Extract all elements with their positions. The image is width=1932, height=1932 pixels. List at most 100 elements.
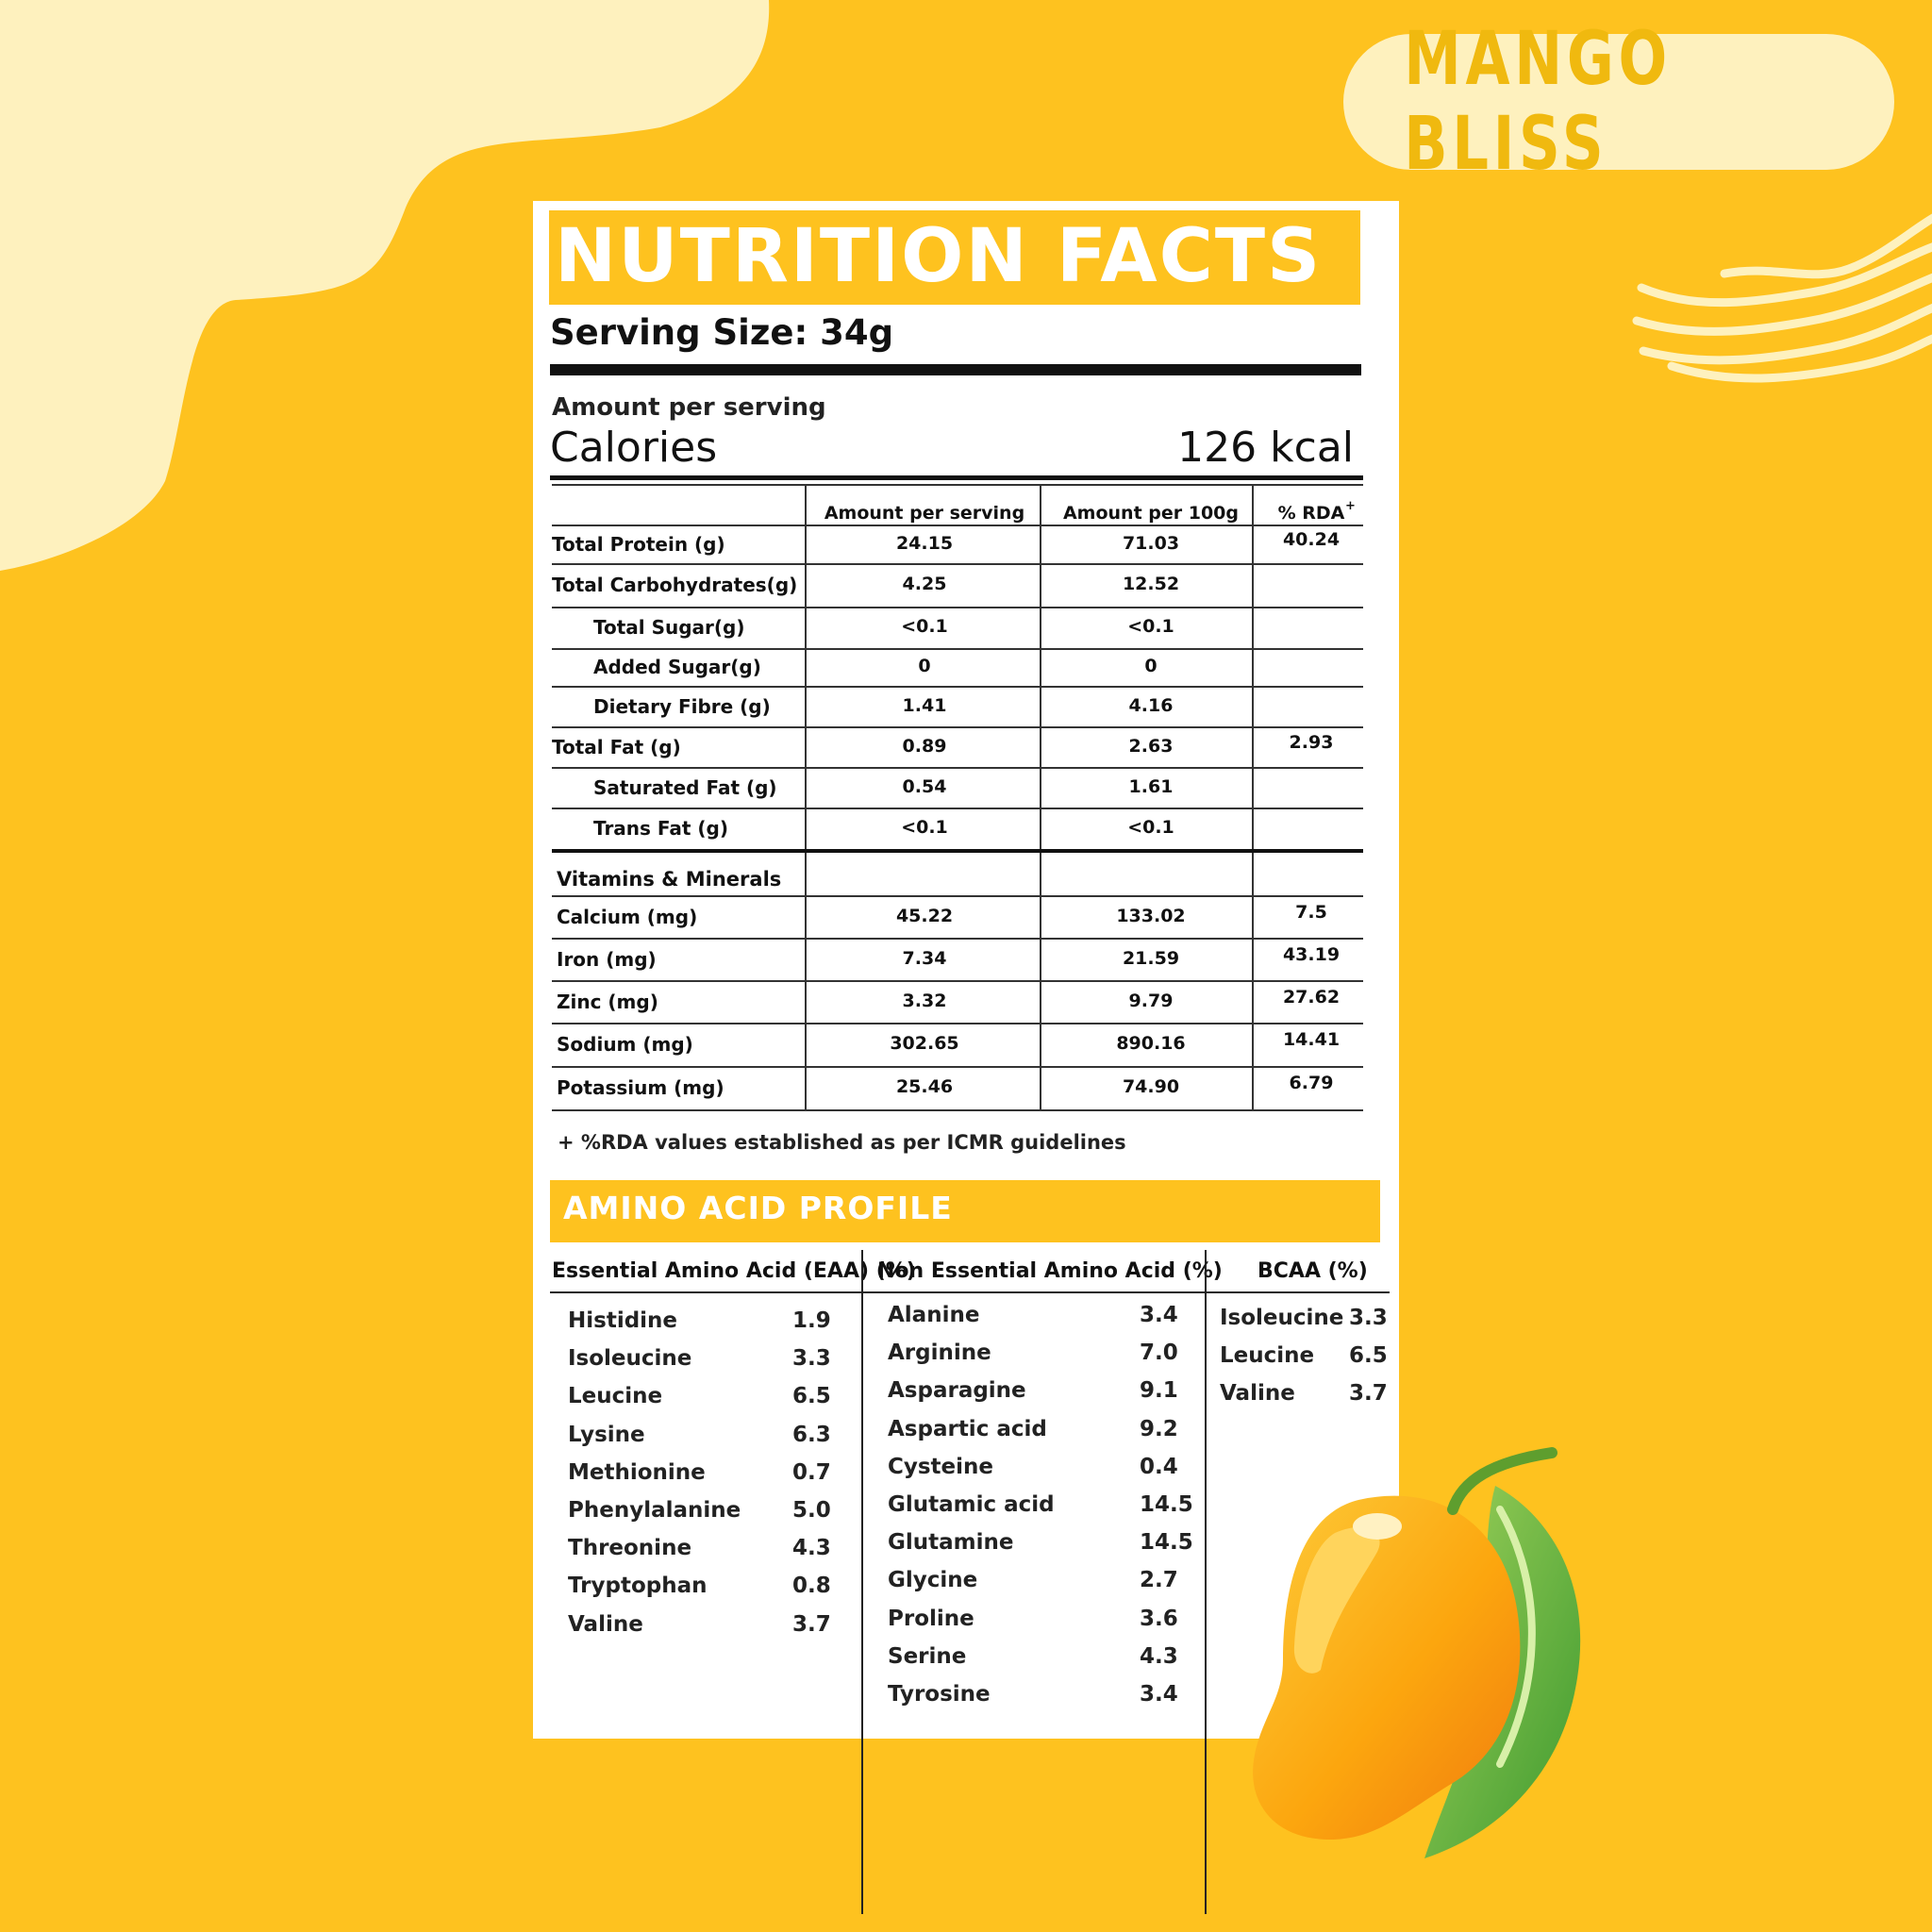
neaa-name: Tyrosine xyxy=(888,1682,991,1707)
row-divider xyxy=(552,648,1363,650)
neaa-value: 9.2 xyxy=(1140,1416,1178,1441)
calories-rule xyxy=(550,475,1363,480)
nutrient-per-100g: 12.52 xyxy=(1122,574,1180,594)
mineral-per-100g: 133.02 xyxy=(1116,905,1186,926)
brand-badge: MANGO BLISS xyxy=(1343,17,1894,187)
neaa-name: Asparagine xyxy=(888,1378,1026,1404)
column-divider xyxy=(1252,484,1254,849)
nutrient-rda: 2.93 xyxy=(1289,731,1334,753)
eaa-value: 1.9 xyxy=(792,1308,831,1333)
eaa-name: Histidine xyxy=(568,1308,678,1333)
eaa-value: 6.5 xyxy=(792,1384,831,1409)
bcaa-value: 3.7 xyxy=(1349,1381,1388,1407)
mineral-per-serving: 302.65 xyxy=(890,1033,959,1054)
serving-size: Serving Size: 34g xyxy=(550,312,894,353)
column-divider xyxy=(1040,484,1041,849)
column-divider xyxy=(805,484,807,849)
mango-leaf-vein xyxy=(1496,1506,1536,1768)
vitamins-heading: Vitamins & Minerals xyxy=(557,868,782,891)
row-divider xyxy=(552,980,1363,982)
mineral-per-serving: 7.34 xyxy=(902,947,947,969)
eaa-value: 3.7 xyxy=(792,1611,831,1637)
eaa-value: 6.3 xyxy=(792,1422,831,1447)
neaa-value: 14.5 xyxy=(1140,1530,1193,1556)
nutrient-per-serving: <0.1 xyxy=(901,616,948,637)
mineral-per-serving: 25.46 xyxy=(895,1076,954,1097)
mango-shine xyxy=(1353,1513,1402,1540)
eaa-name: Isoleucine xyxy=(568,1346,692,1372)
amino-title: AMINO ACID PROFILE xyxy=(563,1190,953,1226)
mango-stem xyxy=(1447,1447,1557,1515)
row-divider xyxy=(552,895,1363,897)
nutrient-name: Added Sugar(g) xyxy=(593,656,761,678)
mineral-name: Iron (mg) xyxy=(557,947,657,971)
column-divider xyxy=(805,853,807,1109)
nutrient-per-serving: 24.15 xyxy=(895,532,954,554)
nutrient-name: Dietary Fibre (g) xyxy=(593,694,771,718)
neaa-name: Cysteine xyxy=(888,1454,994,1479)
neaa-name: Proline xyxy=(888,1606,974,1631)
eaa-name: Threonine xyxy=(568,1536,692,1561)
mineral-per-100g: 21.59 xyxy=(1122,947,1180,969)
neaa-name: Glutamic acid xyxy=(888,1492,1055,1517)
neaa-value: 3.6 xyxy=(1140,1606,1178,1631)
nutrient-name: Total Protein (g) xyxy=(552,532,725,556)
neaa-value: 0.4 xyxy=(1140,1454,1178,1479)
calories-value: 126 kcal xyxy=(1177,424,1354,472)
nutrient-per-serving: 4.25 xyxy=(902,574,947,594)
row-divider xyxy=(552,938,1363,940)
nutrient-per-serving: 0 xyxy=(918,656,931,676)
neaa-value: 3.4 xyxy=(1140,1682,1178,1707)
mineral-per-100g: 74.90 xyxy=(1122,1076,1180,1097)
mango-highlight xyxy=(1293,1526,1380,1674)
nutrient-per-100g: <0.1 xyxy=(1127,817,1174,838)
row-divider xyxy=(552,1023,1363,1024)
nutrient-per-100g: 0 xyxy=(1144,656,1158,676)
mineral-per-serving: 3.32 xyxy=(902,990,947,1011)
title-band: NUTRITION FACTS xyxy=(549,210,1360,305)
bcaa-value: 6.5 xyxy=(1349,1343,1388,1369)
bcaa-name: Valine xyxy=(1220,1381,1295,1407)
row-divider xyxy=(552,1109,1363,1111)
eaa-value: 5.0 xyxy=(792,1498,831,1523)
mineral-name: Potassium (mg) xyxy=(557,1076,724,1099)
bcaa-value: 3.3 xyxy=(1349,1306,1388,1330)
nutrient-per-100g: 71.03 xyxy=(1122,532,1180,554)
eaa-value: 4.3 xyxy=(792,1536,831,1561)
mineral-rda: 6.79 xyxy=(1289,1073,1334,1093)
nutrient-per-serving: 0.89 xyxy=(902,735,947,757)
nutrient-per-100g: 4.16 xyxy=(1128,694,1174,716)
amino-acid-table: Essential Amino Acid (EAA) (%) Non Essent… xyxy=(533,201,1399,1914)
nutrient-rda: 40.24 xyxy=(1282,528,1341,550)
label-title: NUTRITION FACTS xyxy=(555,214,1323,299)
mango-icon xyxy=(1253,1447,1581,1858)
column-divider xyxy=(1252,853,1254,1109)
column-header: Amount per 100g xyxy=(1062,503,1240,524)
nutrient-per-serving: 1.41 xyxy=(902,694,947,716)
nutrient-name: Total Sugar(g) xyxy=(593,616,745,639)
neaa-value: 4.3 xyxy=(1140,1643,1178,1669)
table-top-rule xyxy=(552,484,1363,486)
neaa-header: Non Essential Amino Acid (%) xyxy=(877,1259,1223,1283)
nutrition-label-card: NUTRITION FACTS Serving Size: 34g Amount… xyxy=(533,201,1399,1914)
neaa-name: Arginine xyxy=(888,1341,991,1366)
eaa-name: Lysine xyxy=(568,1422,645,1447)
cream-blob xyxy=(0,0,770,571)
nutrient-per-100g: 2.63 xyxy=(1128,735,1174,757)
nutrient-name: Total Fat (g) xyxy=(552,735,681,758)
rda-footnote: + %RDA values established as per ICMR gu… xyxy=(558,1131,1126,1154)
eaa-header: Essential Amino Acid (EAA) (%) xyxy=(552,1259,916,1283)
amino-title-band: AMINO ACID PROFILE xyxy=(550,1180,1380,1242)
neaa-value: 2.7 xyxy=(1140,1568,1178,1593)
eaa-name: Valine xyxy=(568,1611,643,1637)
eaa-name: Phenylalanine xyxy=(568,1498,741,1523)
row-divider xyxy=(552,607,1363,608)
neaa-value: 3.4 xyxy=(1140,1303,1178,1327)
neaa-name: Glutamine xyxy=(888,1530,1014,1556)
eaa-name: Leucine xyxy=(568,1384,663,1409)
calories-label: Calories xyxy=(550,424,718,472)
neaa-name: Glycine xyxy=(888,1568,978,1593)
mineral-per-serving: 45.22 xyxy=(895,905,954,926)
mineral-rda: 43.19 xyxy=(1282,943,1341,965)
amino-column-divider xyxy=(861,1250,863,1914)
